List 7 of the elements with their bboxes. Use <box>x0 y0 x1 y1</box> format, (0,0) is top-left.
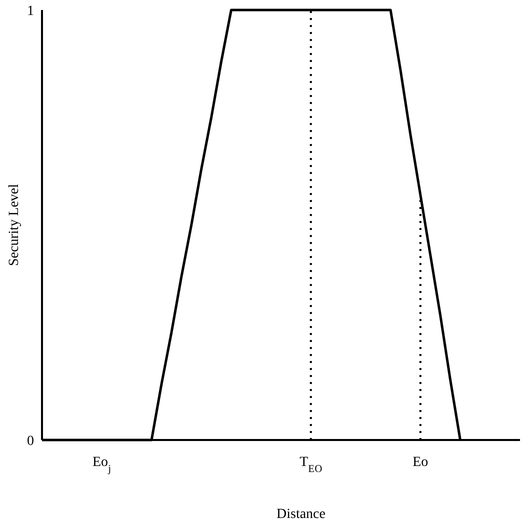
y-tick-label: 0 <box>27 434 34 449</box>
x-tick-label: Eo <box>412 455 428 470</box>
y-tick-label: 1 <box>27 4 34 19</box>
x-axis-title: Distance <box>276 507 326 522</box>
y-axis-title: Security Level <box>7 184 22 266</box>
x-tick-label: T$_{EO}$ <box>300 455 323 474</box>
x-tick-label: Eo$_{j}$ <box>92 455 112 474</box>
